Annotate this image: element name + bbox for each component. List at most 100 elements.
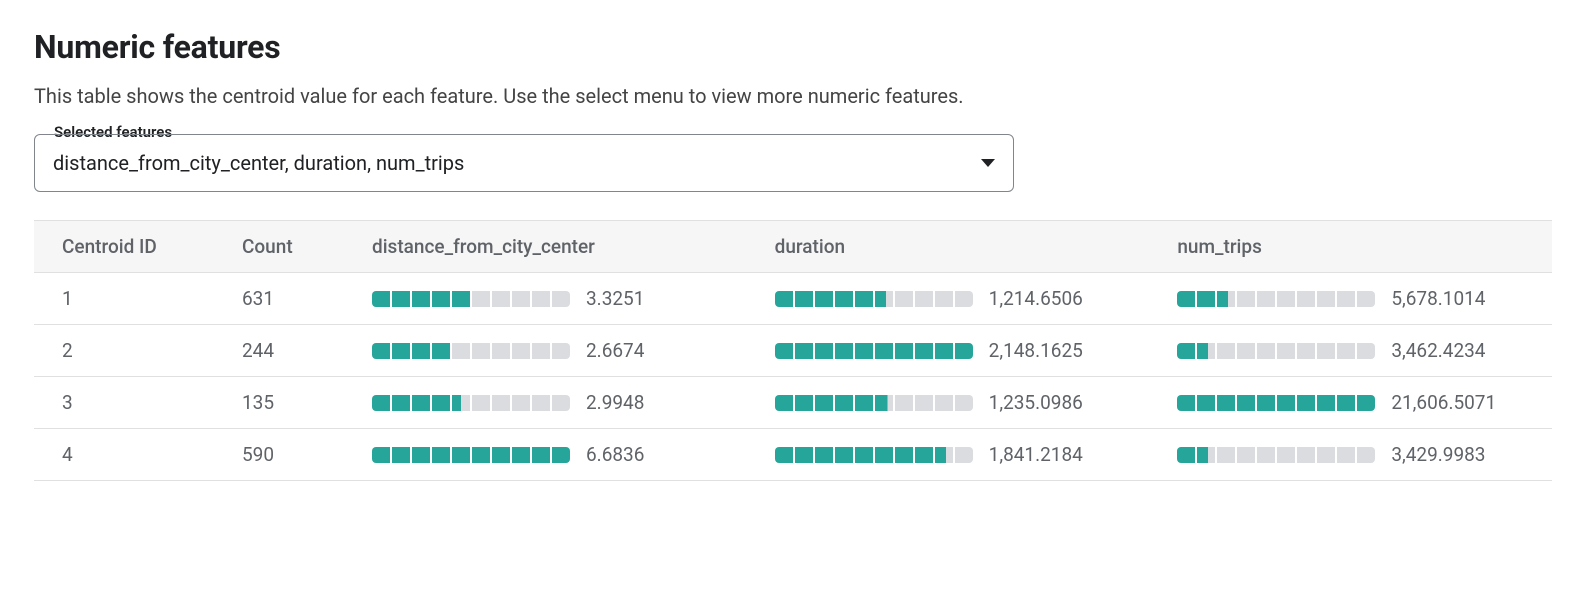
feature-bar (372, 291, 570, 307)
feature-bar-segment (1177, 395, 1195, 411)
feature-bar-segment (1337, 291, 1355, 307)
feature-bar-segment (472, 395, 490, 411)
feature-bar-segment (392, 291, 410, 307)
feature-bar-segment (1357, 395, 1375, 411)
feature-bar-segment (372, 447, 390, 463)
cell-feature: 3,429.9983 (1149, 429, 1552, 481)
selected-features-field: Selected features distance_from_city_cen… (34, 134, 1014, 192)
feature-bar-segment (532, 291, 550, 307)
feature-bar-segment (1277, 447, 1295, 463)
feature-bar-segment (955, 291, 973, 307)
feature-bar-segment (1337, 447, 1355, 463)
col-header-feature-0: distance_from_city_center (344, 221, 747, 273)
feature-bar-segment (1257, 447, 1275, 463)
feature-bar-segment (1197, 395, 1215, 411)
feature-bar-segment (1257, 291, 1275, 307)
feature-value: 3,462.4234 (1391, 339, 1501, 362)
feature-bar-segment (835, 395, 853, 411)
feature-bar-segment (412, 447, 430, 463)
cell-centroid-id: 4 (34, 429, 214, 481)
cell-count: 590 (214, 429, 344, 481)
table-row: 22442.66742,148.16253,462.4234 (34, 325, 1552, 377)
feature-bar-segment (895, 395, 913, 411)
col-header-feature-2: num_trips (1149, 221, 1552, 273)
panel-title: Numeric features (34, 28, 1552, 66)
feature-bar-segment (472, 343, 490, 359)
feature-bar-segment (552, 447, 570, 463)
feature-bar-segment (452, 447, 470, 463)
feature-value: 21,606.5071 (1391, 391, 1501, 414)
feature-cell: 2.6674 (372, 339, 737, 362)
col-header-feature-1: duration (747, 221, 1150, 273)
feature-bar-segment (1177, 343, 1195, 359)
feature-bar-segment (372, 395, 390, 411)
feature-bar-segment (875, 447, 893, 463)
feature-bar-segment (895, 291, 913, 307)
cell-count: 135 (214, 377, 344, 429)
cell-count: 631 (214, 273, 344, 325)
feature-bar-segment (955, 447, 973, 463)
feature-bar-segment (1317, 447, 1335, 463)
centroid-features-table: Centroid ID Count distance_from_city_cen… (34, 220, 1552, 481)
feature-bar-segment (835, 447, 853, 463)
cell-count: 244 (214, 325, 344, 377)
feature-bar-segment (472, 291, 490, 307)
feature-bar-segment (372, 291, 390, 307)
feature-bar (775, 447, 973, 463)
feature-bar-segment (935, 343, 953, 359)
feature-bar-segment (492, 343, 510, 359)
feature-bar-segment (795, 447, 813, 463)
feature-bar-segment (552, 395, 570, 411)
cell-feature: 3.3251 (344, 273, 747, 325)
selected-features-value: distance_from_city_center, duration, num… (53, 151, 464, 175)
feature-bar-segment (392, 395, 410, 411)
cell-feature: 1,214.6506 (747, 273, 1150, 325)
feature-bar-segment (1237, 447, 1255, 463)
feature-bar-segment (855, 343, 873, 359)
cell-centroid-id: 1 (34, 273, 214, 325)
numeric-features-panel: Numeric features This table shows the ce… (0, 0, 1586, 509)
selected-features-select[interactable]: distance_from_city_center, duration, num… (34, 134, 1014, 192)
feature-bar-segment (915, 343, 933, 359)
feature-cell: 21,606.5071 (1177, 391, 1542, 414)
cell-feature: 1,841.2184 (747, 429, 1150, 481)
cell-centroid-id: 3 (34, 377, 214, 429)
feature-bar-segment (532, 395, 550, 411)
feature-bar-segment (372, 343, 390, 359)
feature-cell: 1,235.0986 (775, 391, 1140, 414)
cell-feature: 2.9948 (344, 377, 747, 429)
cell-feature: 6.6836 (344, 429, 747, 481)
feature-bar-segment (1317, 395, 1335, 411)
feature-bar-segment (1277, 291, 1295, 307)
feature-bar-segment (512, 395, 530, 411)
feature-bar-segment (775, 447, 793, 463)
feature-bar-segment (512, 343, 530, 359)
feature-bar (1177, 291, 1375, 307)
feature-bar-segment (1197, 447, 1215, 463)
feature-bar-segment (412, 343, 430, 359)
feature-bar-segment (855, 395, 873, 411)
feature-cell: 2,148.1625 (775, 339, 1140, 362)
feature-bar-segment (432, 395, 450, 411)
feature-bar-segment (1177, 447, 1195, 463)
feature-cell: 3,462.4234 (1177, 339, 1542, 362)
feature-bar-segment (1217, 447, 1235, 463)
feature-bar-segment (432, 291, 450, 307)
feature-bar-segment (412, 395, 430, 411)
feature-bar-segment (1317, 343, 1335, 359)
feature-bar-segment (775, 395, 793, 411)
feature-bar-segment (895, 343, 913, 359)
cell-feature: 21,606.5071 (1149, 377, 1552, 429)
feature-bar-segment (875, 395, 893, 411)
feature-bar-segment (1217, 395, 1235, 411)
feature-bar (775, 291, 973, 307)
feature-bar-segment (552, 343, 570, 359)
feature-bar-segment (1197, 343, 1215, 359)
feature-bar-segment (1217, 291, 1235, 307)
feature-bar-segment (855, 291, 873, 307)
feature-bar (1177, 343, 1375, 359)
feature-bar-segment (1237, 395, 1255, 411)
cell-feature: 1,235.0986 (747, 377, 1150, 429)
feature-bar-segment (955, 343, 973, 359)
feature-value: 3.3251 (586, 287, 696, 310)
